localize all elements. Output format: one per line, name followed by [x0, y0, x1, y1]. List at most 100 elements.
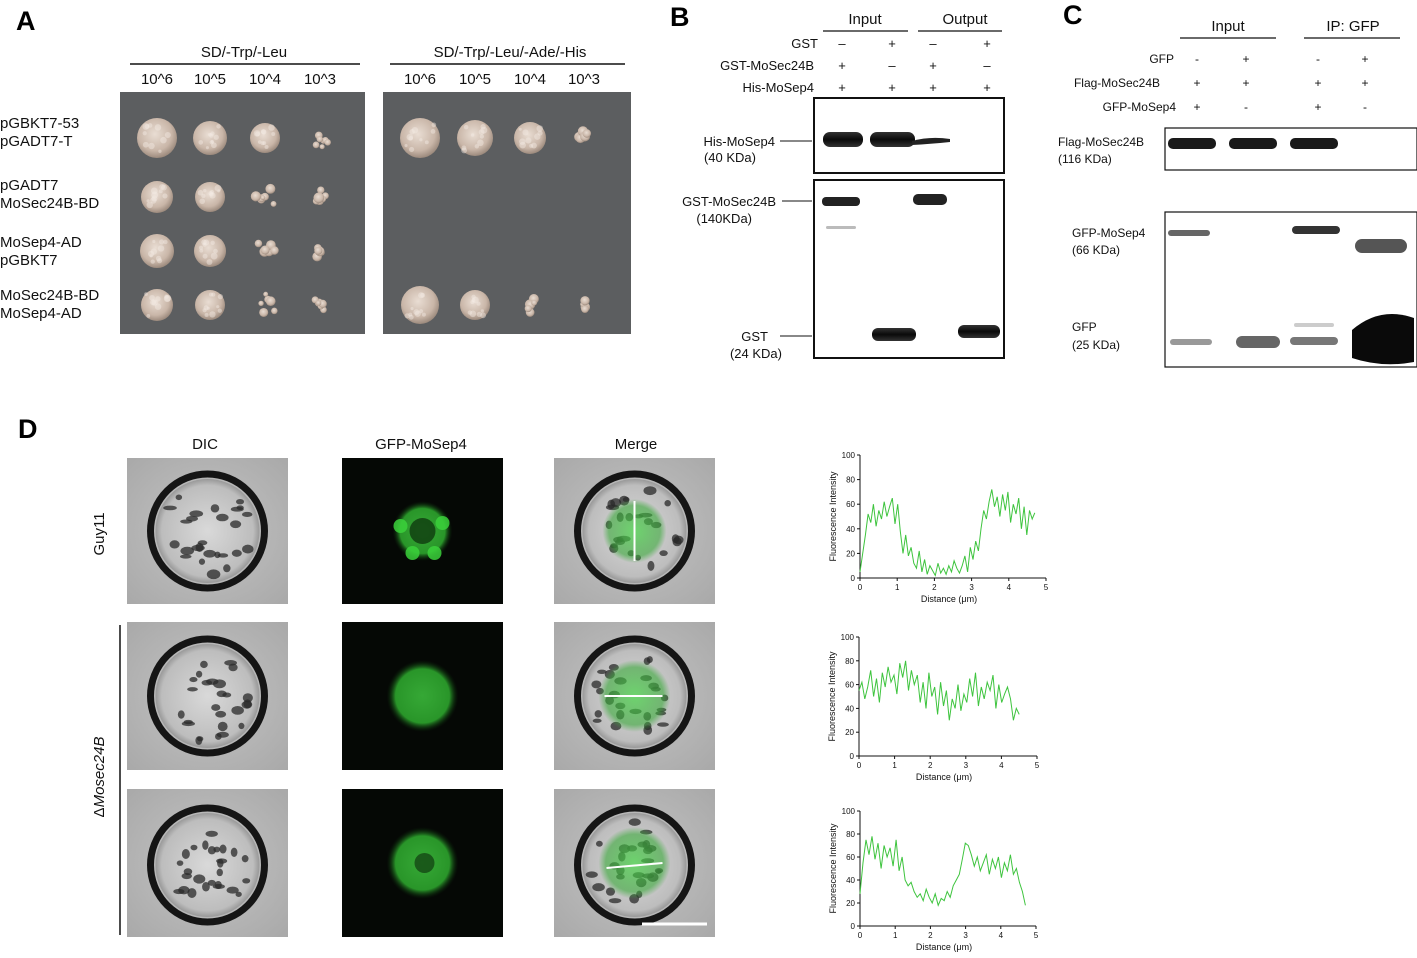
cell-granule [219, 844, 227, 854]
cell-granule [189, 677, 198, 683]
cell-granule [216, 868, 223, 877]
colony-texture [151, 195, 158, 202]
colony-texture [469, 310, 477, 318]
profile-chart: 0 20 40 60 80 100 0 1 2 3 4 5 Distance (μm) Fluoresce… [827, 633, 1040, 782]
colonies-plate2 [400, 118, 592, 324]
colony-texture [146, 201, 153, 209]
band [1229, 138, 1277, 149]
band [1168, 138, 1216, 149]
cell-granule [591, 680, 602, 689]
cell-granule [212, 679, 227, 689]
colony-texture [199, 198, 206, 205]
condition-label: GFP [1149, 52, 1174, 66]
band [913, 194, 947, 205]
plate2-dilution-label: 10^5 [459, 71, 491, 88]
colony-texture [201, 239, 207, 245]
cell-granule [179, 554, 192, 559]
colony-texture [209, 191, 214, 197]
band-name: GFP [1072, 320, 1097, 334]
cell-granule [195, 736, 203, 745]
sign: – [929, 36, 937, 51]
x-tick-label: 0 [857, 761, 862, 770]
x-tick-label: 0 [858, 583, 863, 592]
cell-granule [187, 687, 198, 692]
yeast-colony [258, 300, 264, 307]
plate1-dilution-label: 10^5 [194, 71, 226, 88]
yeast-colony [271, 307, 278, 315]
plate2-dilution-label: 10^3 [568, 71, 600, 88]
colony-texture [408, 136, 413, 141]
x-tick-label: 0 [858, 931, 863, 940]
condition-label: Flag-MoSec24B [1074, 76, 1160, 90]
colony-texture [148, 142, 155, 150]
yeast-colony [514, 122, 546, 154]
series-line [858, 660, 1020, 721]
y-tick-label: 20 [846, 549, 855, 558]
condition-label: His-MoSep4 [742, 80, 814, 95]
colony-texture [419, 138, 423, 142]
x-tick-label: 3 [964, 761, 969, 770]
colony-texture [257, 140, 262, 144]
colony-texture [210, 140, 214, 144]
micrograph-merge [554, 458, 715, 604]
colony-texture [470, 300, 475, 305]
cell-granule [181, 848, 190, 859]
band [1294, 323, 1334, 327]
panel-c-letter: C [1063, 0, 1083, 30]
cell-granule [235, 891, 242, 897]
colony-texture [142, 123, 150, 130]
colony-texture [411, 126, 419, 134]
yeast-colony [324, 139, 331, 146]
cell-granule [223, 564, 231, 573]
colony-texture [472, 296, 479, 304]
colony-texture [421, 312, 426, 317]
cell-granule [216, 513, 229, 522]
colony-texture [158, 149, 162, 153]
gfp-punctum [405, 546, 420, 560]
sign: + [888, 36, 896, 51]
colony-texture [216, 124, 221, 129]
yeast-colony [141, 181, 173, 213]
colony-texture [476, 301, 481, 306]
colony-texture [470, 133, 475, 137]
colony-texture [199, 248, 204, 253]
colony-texture [206, 306, 210, 310]
colony-texture [518, 127, 522, 131]
colony-texture [158, 189, 163, 194]
colony-texture [147, 123, 153, 128]
cell-granule [231, 549, 242, 557]
yeast-colony [531, 299, 538, 306]
cell-wall [147, 804, 268, 926]
x-tick-label: 5 [1035, 761, 1040, 770]
sign: + [1193, 100, 1200, 114]
panel-a: A SD/-Trp/-Leu SD/-Trp/-Leu/-Ade/-His 10… [0, 6, 631, 334]
colony-texture [151, 191, 159, 199]
colony-texture [480, 126, 488, 134]
cell-granule [214, 551, 221, 559]
cell-granule [242, 878, 251, 884]
colony-texture [154, 303, 162, 310]
yeast-colony [317, 186, 325, 194]
column-title-gfp: GFP-MoSep4 [375, 436, 467, 453]
colony-texture [217, 308, 223, 313]
colony-texture [155, 255, 162, 262]
y-tick-label: 40 [846, 525, 855, 534]
panel-a-letter: A [16, 6, 36, 36]
colony-texture [418, 292, 425, 299]
colony-texture [149, 294, 155, 301]
y-tick-label: 20 [845, 728, 854, 737]
colony-texture [163, 239, 168, 245]
cell-granule [169, 540, 180, 549]
panel-b-signs: – + – + + – + – + + + + [838, 36, 991, 95]
sign: + [888, 80, 896, 95]
colony-texture [424, 140, 429, 145]
series-line [859, 489, 1036, 577]
colony-texture [463, 124, 469, 130]
colony-texture [147, 250, 155, 257]
sign: + [838, 58, 846, 73]
yeast-colony [312, 141, 320, 149]
colony-texture [160, 184, 167, 191]
micrograph-gfp [342, 458, 503, 604]
plate1-dilution-label: 10^6 [141, 71, 173, 88]
